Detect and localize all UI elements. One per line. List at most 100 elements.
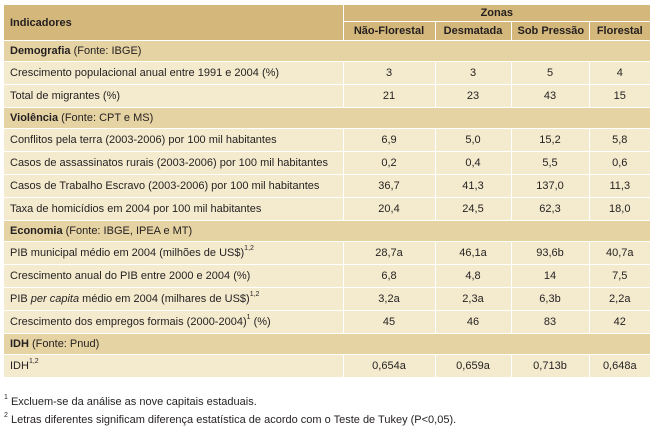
row-label-sup: 1,2	[28, 358, 39, 366]
cell-sob-pressao: 5,5	[510, 151, 589, 175]
cell-florestal: 5,8	[588, 128, 651, 152]
indicators-header: Indicadores	[4, 5, 343, 41]
cell-florestal: 0,6	[588, 151, 651, 175]
section-title: Demografia (Fonte: IBGE)	[4, 40, 651, 62]
cell-sob-pressao: 93,6b	[510, 241, 589, 265]
row-label: Casos de assassinatos rurais (2003-2006)…	[4, 151, 343, 175]
cell-florestal: 11,3	[588, 174, 651, 198]
row-label: PIB municipal médio em 2004 (milhões de …	[4, 241, 343, 265]
table-row: Casos de assassinatos rurais (2003-2006)…	[4, 151, 651, 175]
footnote-text: Excluem-se da análise as nove capitais e…	[7, 396, 257, 408]
row-label-pre: Crescimento dos empregos formais (2000-2…	[10, 316, 247, 328]
table-row: Crescimento populacional anual entre 199…	[4, 61, 651, 85]
row-label: Crescimento anual do PIB entre 2000 e 20…	[4, 264, 343, 288]
section-source: (Fonte: IBGE)	[73, 45, 142, 57]
column-header-sob-pressao: Sob Pressão	[510, 21, 589, 41]
cell-florestal: 2,2a	[588, 287, 651, 311]
row-label-sup: 1	[246, 314, 251, 322]
section-source: (Fonte: IBGE, IPEA e MT)	[65, 225, 193, 237]
zone-columns-row: Não-Florestal Desmatada Sob Pressão Flor…	[4, 21, 651, 41]
row-label-sup: 1,2	[244, 245, 254, 253]
row-label-pre: PIB municipal médio em 2004 (milhões de …	[10, 247, 245, 259]
section-row: Violência (Fonte: CPT e MS)	[4, 107, 651, 129]
section-source: (Fonte: CPT e MS)	[61, 112, 154, 124]
row-label-pre: IDH	[10, 360, 29, 372]
section-name: Violência	[10, 112, 59, 124]
table-row: Taxa de homicídios em 2004 por 100 mil h…	[4, 197, 651, 221]
cell-desmatada: 41,3	[434, 174, 511, 198]
cell-desmatada: 4,8	[434, 264, 511, 288]
row-label-sup: 1,2	[249, 291, 260, 299]
cell-sob-pressao: 0,713b	[510, 354, 589, 378]
zones-header: Zonas	[342, 5, 651, 22]
section-title: Economia (Fonte: IBGE, IPEA e MT)	[4, 220, 651, 242]
cell-desmatada: 46,1a	[434, 241, 511, 265]
cell-nao-florestal: 0,2	[342, 151, 435, 175]
cell-nao-florestal: 45	[342, 310, 435, 334]
cell-sob-pressao: 6,3b	[510, 287, 589, 311]
section-row: IDH (Fonte: Pnud)	[4, 333, 651, 355]
row-label: Casos de Trabalho Escravo (2003-2006) po…	[4, 174, 343, 198]
table-body: Demografia (Fonte: IBGE) Crescimento popu…	[4, 40, 651, 378]
cell-nao-florestal: 6,9	[342, 128, 435, 152]
cell-florestal: 18,0	[588, 197, 651, 221]
table-row: PIB municipal médio em 2004 (milhões de …	[4, 241, 651, 265]
column-header-nao-florestal: Não-Florestal	[342, 21, 435, 41]
cell-florestal: 0,648a	[588, 354, 651, 378]
footnote-mark: 2	[4, 412, 8, 420]
cell-florestal: 7,5	[588, 264, 651, 288]
section-source: (Fonte: Pnud)	[32, 338, 100, 350]
row-label-pre: Conflitos pela terra (2003-2006) por 100…	[10, 134, 277, 146]
section-name: Demografia	[10, 45, 71, 57]
cell-sob-pressao: 43	[510, 84, 589, 108]
row-label-post: médio em 2004 (milhares de US$)	[79, 293, 250, 305]
row-label: PIB per capita médio em 2004 (milhares d…	[4, 287, 343, 311]
cell-nao-florestal: 20,4	[342, 197, 435, 221]
table-row: Total de migrantes (%) 21 23 43 15	[4, 84, 651, 108]
row-label-post2: (%)	[250, 316, 271, 328]
indicators-table: Indicadores Zonas Não-Florestal Desmatad…	[4, 5, 651, 378]
cell-desmatada: 0,4	[434, 151, 511, 175]
cell-nao-florestal: 21	[342, 84, 435, 108]
cell-desmatada: 2,3a	[434, 287, 511, 311]
section-row: Demografia (Fonte: IBGE)	[4, 40, 651, 62]
row-label-italic: per capita	[30, 293, 80, 305]
section-name: Economia	[10, 225, 63, 237]
cell-desmatada: 46	[434, 310, 511, 334]
cell-desmatada: 5,0	[434, 128, 511, 152]
cell-sob-pressao: 14	[510, 264, 589, 288]
row-label: Conflitos pela terra (2003-2006) por 100…	[4, 128, 343, 152]
footnote-text: Letras diferentes significam diferença e…	[7, 414, 457, 426]
column-header-desmatada: Desmatada	[434, 21, 511, 41]
cell-desmatada: 3	[434, 61, 511, 85]
cell-sob-pressao: 5	[510, 61, 589, 85]
cell-florestal: 42	[588, 310, 651, 334]
section-title: IDH (Fonte: Pnud)	[4, 333, 651, 355]
row-label-pre: Taxa de homicídios em 2004 por 100 mil h…	[10, 203, 262, 215]
footnote-mark: 1	[4, 394, 8, 402]
cell-desmatada: 0,659a	[434, 354, 511, 378]
cell-nao-florestal: 6,8	[342, 264, 435, 288]
table-row: Crescimento anual do PIB entre 2000 e 20…	[4, 264, 651, 288]
cell-sob-pressao: 62,3	[510, 197, 589, 221]
table-row: IDH1,2 0,654a 0,659a 0,713b 0,648a	[4, 354, 651, 378]
cell-sob-pressao: 137,0	[510, 174, 589, 198]
table-row: PIB per capita médio em 2004 (milhares d…	[4, 287, 651, 311]
cell-nao-florestal: 0,654a	[342, 354, 435, 378]
cell-nao-florestal: 28,7a	[342, 241, 435, 265]
cell-desmatada: 23	[434, 84, 511, 108]
cell-nao-florestal: 36,7	[342, 174, 435, 198]
cell-sob-pressao: 83	[510, 310, 589, 334]
cell-nao-florestal: 3,2a	[342, 287, 435, 311]
row-label: Taxa de homicídios em 2004 por 100 mil h…	[4, 197, 343, 221]
row-label: Total de migrantes (%)	[4, 84, 343, 108]
cell-desmatada: 24,5	[434, 197, 511, 221]
row-label-pre: PIB	[10, 293, 31, 305]
row-label-pre: Casos de assassinatos rurais (2003-2006)…	[10, 157, 328, 169]
table-row: Crescimento dos empregos formais (2000-2…	[4, 310, 651, 334]
table-row: Casos de Trabalho Escravo (2003-2006) po…	[4, 174, 651, 198]
row-label-pre: Casos de Trabalho Escravo (2003-2006) po…	[10, 180, 320, 192]
row-label: IDH1,2	[4, 354, 343, 378]
cell-florestal: 40,7a	[588, 241, 651, 265]
